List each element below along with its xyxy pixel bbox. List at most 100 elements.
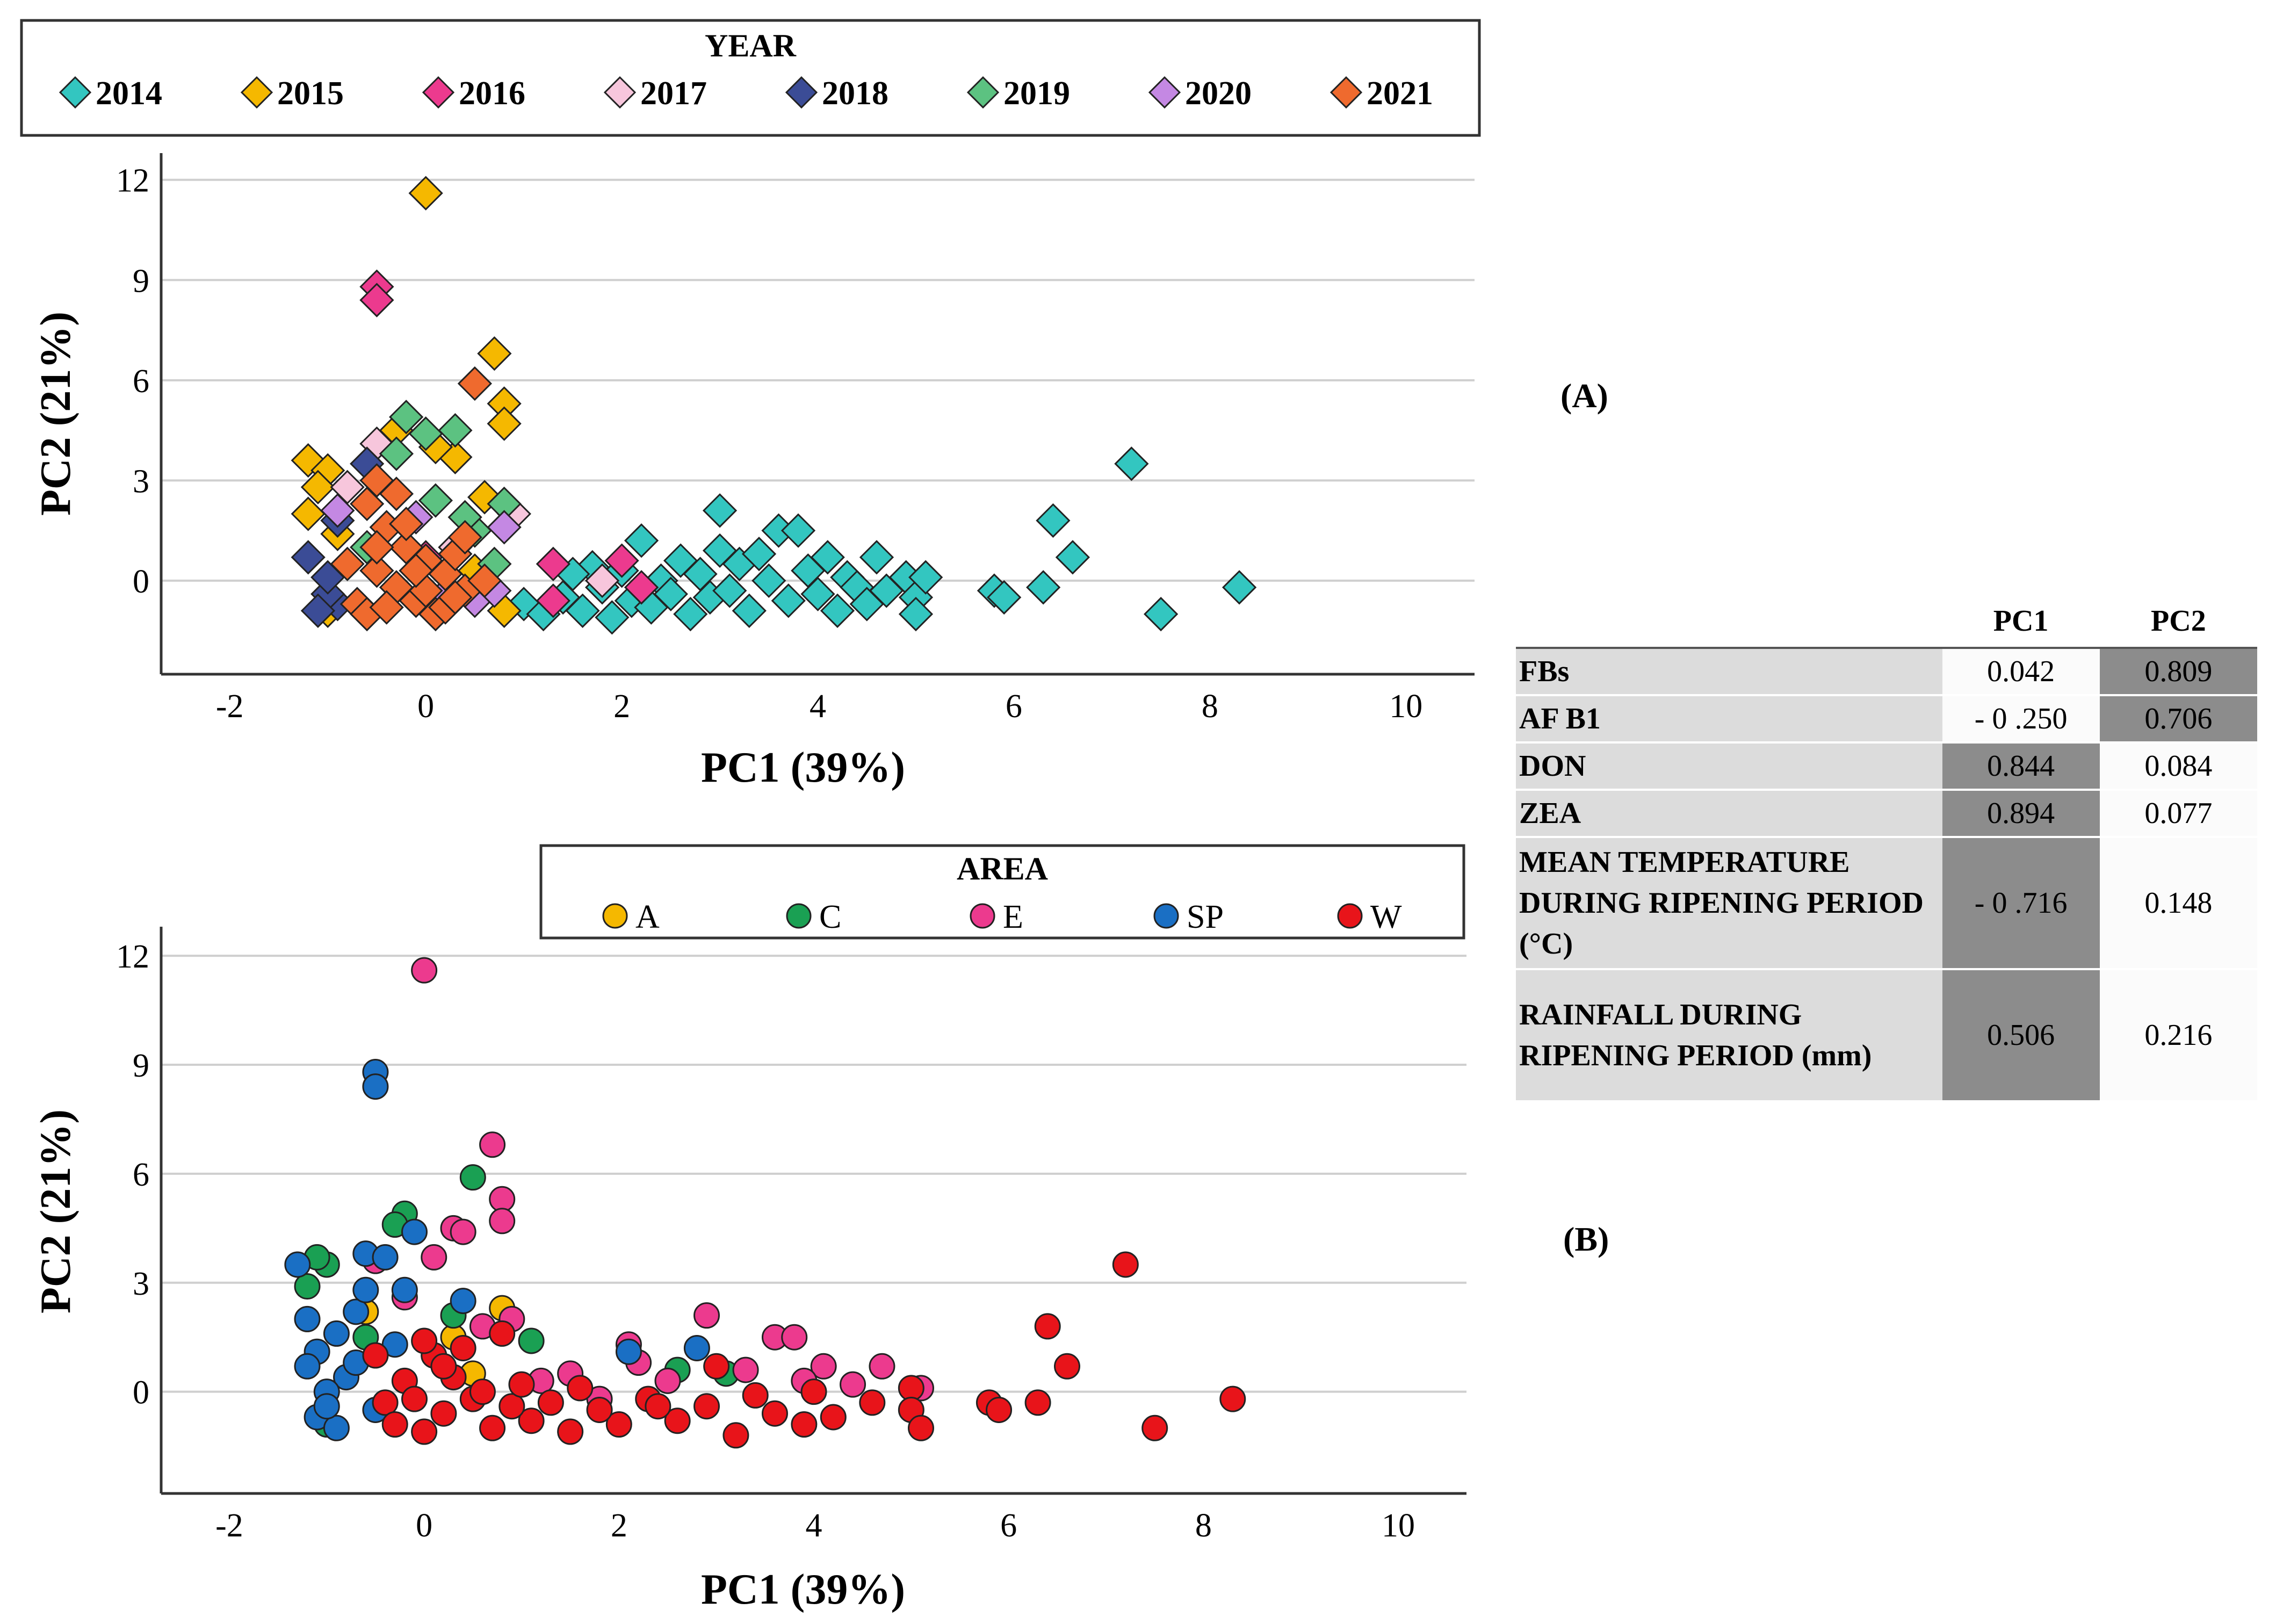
point-W <box>479 1414 506 1441</box>
table-header-pc1: PC1 <box>1993 604 2049 638</box>
legend-area-frame <box>539 844 1465 940</box>
point-2019 <box>408 416 443 451</box>
point-2015 <box>300 470 336 504</box>
table-cell-variable: AF B1 <box>1516 694 1942 742</box>
x-tick-label-a: 0 <box>417 688 434 725</box>
point-2014 <box>741 537 777 572</box>
point-2014 <box>1026 570 1061 605</box>
y-tick-label-a: 0 <box>133 564 149 600</box>
table-cell-variable: DON <box>1516 741 1942 790</box>
point-2016 <box>359 283 394 317</box>
point-W <box>498 1393 525 1420</box>
point-W <box>1219 1385 1246 1412</box>
point-SP <box>294 1353 321 1380</box>
point-W <box>1053 1353 1080 1380</box>
panel-label-a: (A) <box>1560 377 1608 415</box>
point-2014 <box>810 540 845 575</box>
legend-label-2017: 2017 <box>640 75 707 112</box>
y-tick-label-b: 12 <box>116 939 149 975</box>
point-C <box>459 1164 486 1191</box>
point-2014 <box>702 533 738 568</box>
y-axis-label-a: PC2 (21%) <box>32 312 80 516</box>
legend-label-2019: 2019 <box>1003 75 1070 112</box>
point-2021 <box>438 580 473 615</box>
table-cell-variable: RAINFALL DURING RIPENING PERIOD (mm) <box>1516 968 1942 1100</box>
table-row: RAINFALL DURING RIPENING PERIOD (mm) 0.50… <box>1516 968 2257 1100</box>
point-E <box>840 1371 866 1398</box>
legend-area: AREA A C E SP W <box>539 844 1465 940</box>
point-2014 <box>898 596 934 632</box>
table-cell-variable: MEAN TEMPERATURE DURING RIPENING PERIOD … <box>1516 836 1942 969</box>
point-2014 <box>800 576 835 611</box>
point-2015 <box>467 480 502 515</box>
legend-label-2018: 2018 <box>822 75 888 112</box>
point-2021 <box>359 553 394 588</box>
point-W <box>907 1414 934 1441</box>
point-E <box>732 1356 759 1383</box>
legend-year-frame <box>20 19 1481 137</box>
legend-marker-2015 <box>240 76 273 109</box>
point-W <box>567 1375 594 1402</box>
point-W <box>605 1411 632 1438</box>
point-2019 <box>438 413 473 448</box>
table-cell-pc1: 0.042 <box>1942 647 2100 695</box>
point-W <box>645 1393 671 1420</box>
x-tick-label-a: 6 <box>1006 688 1022 725</box>
y-tick-label-b: 3 <box>133 1266 149 1302</box>
y-tick-label-b: 0 <box>133 1375 149 1411</box>
point-2014 <box>1143 596 1179 632</box>
x-tick-label-b: 6 <box>1000 1507 1017 1544</box>
table-cell-pc1: 0.894 <box>1942 789 2100 837</box>
point-E <box>450 1218 476 1245</box>
point-W <box>411 1418 438 1445</box>
point-2021 <box>350 486 385 522</box>
point-W <box>518 1408 545 1434</box>
x-tick-label-b: 0 <box>416 1507 432 1544</box>
point-E <box>781 1324 808 1351</box>
point-2018 <box>291 540 326 575</box>
point-W <box>722 1422 749 1449</box>
point-W <box>430 1400 457 1427</box>
point-W <box>1024 1389 1051 1416</box>
legend-label-2021: 2021 <box>1367 75 1433 112</box>
point-W <box>537 1389 564 1416</box>
legend-marker-2020 <box>1148 76 1181 109</box>
point-E <box>479 1131 506 1158</box>
x-tick-label-a: 4 <box>810 688 826 725</box>
point-SP <box>294 1305 321 1332</box>
point-2015 <box>291 496 326 531</box>
point-SP <box>450 1288 476 1315</box>
table-cell-pc1: - 0 .716 <box>1942 836 2100 969</box>
table-header-pc2: PC2 <box>2151 604 2206 638</box>
point-2015 <box>487 406 522 441</box>
y-tick-label-b: 9 <box>133 1048 149 1084</box>
point-2017 <box>584 563 620 598</box>
point-W <box>1034 1313 1061 1340</box>
point-2014 <box>908 560 943 595</box>
table-row: MEAN TEMPERATURE DURING RIPENING PERIOD … <box>1516 836 2257 969</box>
point-E <box>810 1353 837 1380</box>
point-W <box>791 1411 818 1438</box>
point-2021 <box>399 553 433 588</box>
point-2014 <box>1036 503 1071 538</box>
point-2021 <box>447 519 482 555</box>
point-2014 <box>624 523 659 558</box>
table-cell-pc2: 0.706 <box>2099 694 2257 742</box>
table-row: ZEA 0.894 0.077 <box>1516 789 2257 837</box>
point-W <box>800 1378 827 1405</box>
point-2015 <box>408 176 443 211</box>
point-2014 <box>595 600 630 635</box>
point-2014 <box>673 596 708 632</box>
point-SP <box>323 1320 350 1347</box>
y-tick-label-a: 9 <box>133 263 149 299</box>
y-axis-label-b: PC2 (21%) <box>32 1109 80 1313</box>
point-W <box>401 1385 428 1412</box>
table-cell-pc2: 0.809 <box>2099 647 2257 695</box>
table-cell-pc2: 0.077 <box>2099 789 2257 837</box>
legend-marker-SP <box>1153 903 1179 929</box>
legend-area-title: AREA <box>957 851 1048 886</box>
point-W <box>761 1400 788 1427</box>
point-2021 <box>389 507 424 542</box>
point-SP <box>313 1393 340 1420</box>
point-W <box>986 1396 1013 1423</box>
